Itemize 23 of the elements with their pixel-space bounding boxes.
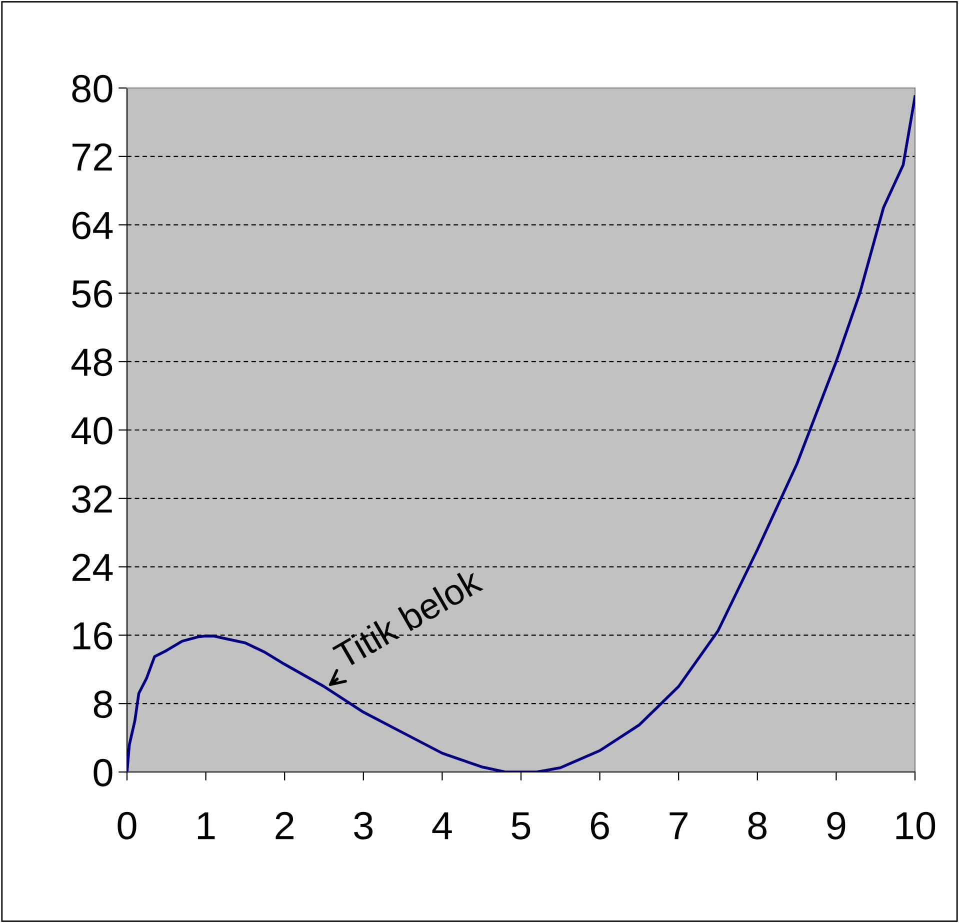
y-tick-label: 8 — [94, 690, 112, 718]
y-tick-label: 72 — [72, 143, 112, 170]
x-tick-label: 4 — [432, 812, 452, 840]
y-tick-label: 32 — [72, 485, 112, 513]
y-tick-label: 64 — [72, 212, 113, 240]
x-tick-label: 3 — [354, 812, 373, 840]
x-tick-label: 6 — [590, 812, 609, 840]
y-tick-label: 48 — [71, 348, 112, 376]
y-tick-label: 16 — [74, 622, 112, 650]
y-tick-label: 56 — [72, 280, 112, 308]
y-tick-label: 80 — [72, 74, 112, 102]
annotation: Titik belok — [332, 566, 484, 670]
x-tick-label: 10 — [896, 812, 936, 840]
y-tick-label: 24 — [72, 554, 113, 581]
x-tick-label: 9 — [827, 812, 846, 840]
x-tick-label: 8 — [748, 812, 767, 840]
x-tick-label: 2 — [276, 812, 294, 840]
x-tick-label: 5 — [512, 812, 530, 840]
y-tick-label: 40 — [71, 416, 112, 444]
x-tick-label: 1 — [198, 812, 215, 840]
x-tick-label: 0 — [118, 812, 136, 840]
x-tick-label: 7 — [670, 812, 688, 840]
y-tick-label: 0 — [94, 758, 112, 786]
